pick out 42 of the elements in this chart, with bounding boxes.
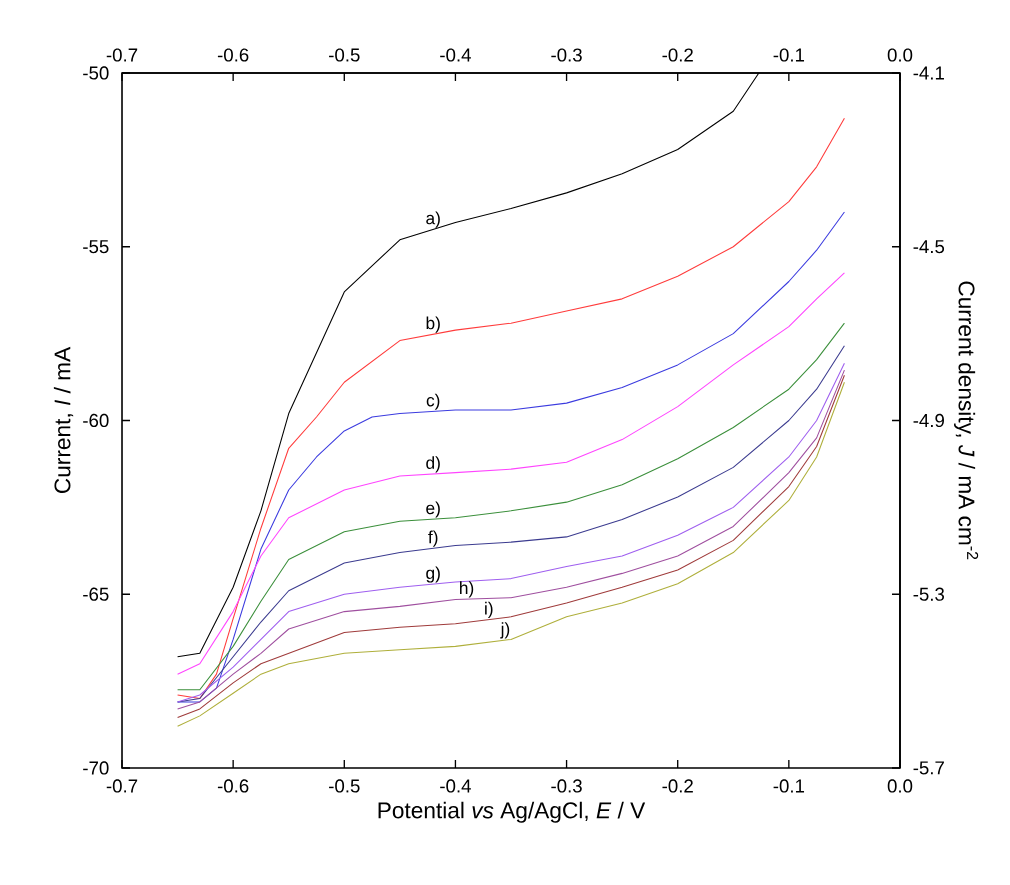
- y2-axis-title: Current density, J / mA cm$^{-2}$: [954, 281, 979, 560]
- line-series: [177, 117, 845, 700]
- x-tick-label: 0.0: [887, 779, 913, 793]
- x2-tick-label: -0.1: [773, 48, 805, 62]
- annotation: f): [428, 530, 438, 547]
- annotation: d): [426, 456, 440, 473]
- x-tick-label: -0.2: [662, 779, 693, 793]
- x2-tick-label: -0.7: [106, 48, 138, 62]
- y2-tick-label: -5.7: [913, 761, 944, 775]
- x-tick-label: -0.1: [773, 779, 805, 793]
- x2-tick-label: -0.5: [329, 48, 360, 62]
- x-tick-label: -0.6: [217, 779, 249, 793]
- annotation: a): [426, 211, 440, 228]
- y-tick-label: -70: [83, 761, 109, 775]
- y-tick-label: -65: [83, 587, 109, 601]
- x2-tick-label: -0.6: [217, 48, 249, 62]
- x-tick-label: -0.4: [440, 779, 471, 793]
- x2-tick-label: -0.2: [662, 48, 693, 62]
- annotation: c): [426, 393, 440, 410]
- line-series: [177, 272, 845, 675]
- y-tick-label: -50: [83, 66, 109, 80]
- y2-tick-label: -4.1: [913, 66, 944, 80]
- annotation: e): [426, 501, 440, 518]
- annotation: h): [460, 581, 474, 598]
- line-series: [177, 211, 845, 703]
- x-tick-label: -0.3: [551, 779, 582, 793]
- x2-tick-label: -0.3: [551, 48, 582, 62]
- x2-tick-label: 0.0: [887, 48, 913, 62]
- y-axis-title: Current, I / mA: [53, 346, 74, 494]
- y2-tick-label: -5.3: [913, 587, 945, 601]
- x-tick-label: -0.7: [106, 779, 138, 793]
- annotation: i): [485, 601, 493, 619]
- y-tick-label: -55: [83, 240, 109, 254]
- y2-tick-label: -4.9: [913, 413, 944, 428]
- annotation: g): [426, 566, 440, 583]
- annotation: j): [500, 622, 510, 639]
- x-tick-label: -0.5: [329, 779, 360, 793]
- x2-tick-label: -0.4: [440, 48, 471, 62]
- y-tick-label: -60: [83, 413, 109, 428]
- annotation: b): [426, 316, 440, 333]
- y2-tick-label: -4.5: [913, 240, 945, 254]
- x-axis-title: Potential vs Ag/AgCl, E / V: [378, 801, 646, 823]
